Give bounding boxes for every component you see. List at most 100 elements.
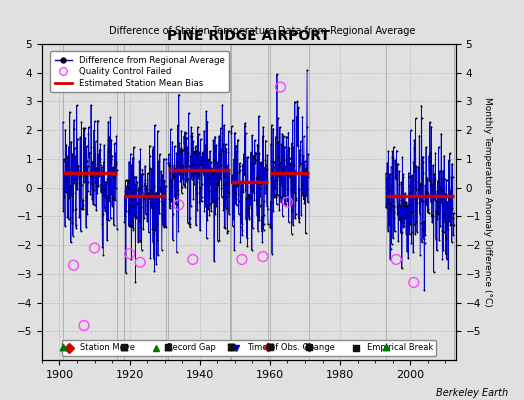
Point [188,130,196,136]
Point [75,180,83,186]
Point [409,184,417,191]
Point [178,184,186,190]
Point [99,252,107,259]
Point [423,177,431,183]
Point [180,182,188,189]
Point [446,189,454,196]
Point [248,224,257,231]
Point [145,229,153,236]
Point [181,145,190,151]
Point [158,171,167,178]
Point [178,147,187,153]
Point [218,102,226,108]
Point [228,186,237,192]
Point [145,190,153,197]
Point [184,150,192,156]
Point [394,160,402,167]
Point [402,212,411,219]
Point [233,148,241,155]
Point [91,179,100,185]
Point [413,229,421,235]
Point [128,154,137,161]
Point [258,228,266,234]
Point [225,170,234,176]
Point [96,141,105,147]
Point [220,122,228,128]
Point [300,162,308,169]
Point [69,154,77,160]
Point [425,119,434,125]
Point [386,256,394,262]
Point [125,223,134,230]
Point [190,148,199,154]
Point [82,194,90,200]
Point [126,151,135,157]
Point [141,163,149,169]
Point [206,181,214,188]
Point [389,235,397,241]
Point [81,135,90,141]
Point [261,189,269,196]
Point [84,188,92,194]
Point [234,136,242,143]
Point [262,184,270,190]
Point [430,170,438,177]
Point [274,139,282,145]
Point [69,262,78,268]
Point [187,203,195,209]
Point [274,153,282,160]
Point [241,157,249,164]
Point [273,71,281,78]
Point [98,244,106,250]
Point [202,204,210,210]
Point [89,159,97,165]
Point [269,126,277,132]
Point [240,171,248,177]
Point [89,174,97,180]
Point [303,186,312,192]
Point [70,126,78,132]
Point [287,230,296,237]
Point [268,186,277,192]
Point [165,196,173,202]
Point [445,195,454,202]
Point [164,160,172,166]
Point [121,187,129,194]
Point [90,245,99,251]
Point [155,210,163,216]
Point [129,224,137,231]
Point [407,240,416,246]
Point [237,220,246,227]
Point [139,226,148,232]
Point [257,202,266,208]
Point [426,158,434,164]
Point [143,186,151,192]
Point [188,176,196,182]
Point [242,130,250,137]
Point [172,201,180,208]
Point [158,190,167,197]
Point [59,344,67,350]
Point [412,219,421,225]
Point [398,265,406,271]
Point [432,236,440,242]
Point [72,224,80,231]
Point [87,144,95,150]
Point [234,191,243,197]
Point [418,225,427,232]
Point [411,163,419,170]
Point [402,202,410,209]
Point [290,162,298,168]
Point [299,196,308,203]
Point [66,214,74,220]
Point [207,208,215,214]
Point [428,213,436,220]
Point [108,194,116,201]
Point [276,164,285,170]
Point [387,246,395,252]
Point [433,247,441,254]
Point [149,182,158,189]
Point [208,166,216,172]
Point [231,129,239,136]
Point [304,151,312,158]
